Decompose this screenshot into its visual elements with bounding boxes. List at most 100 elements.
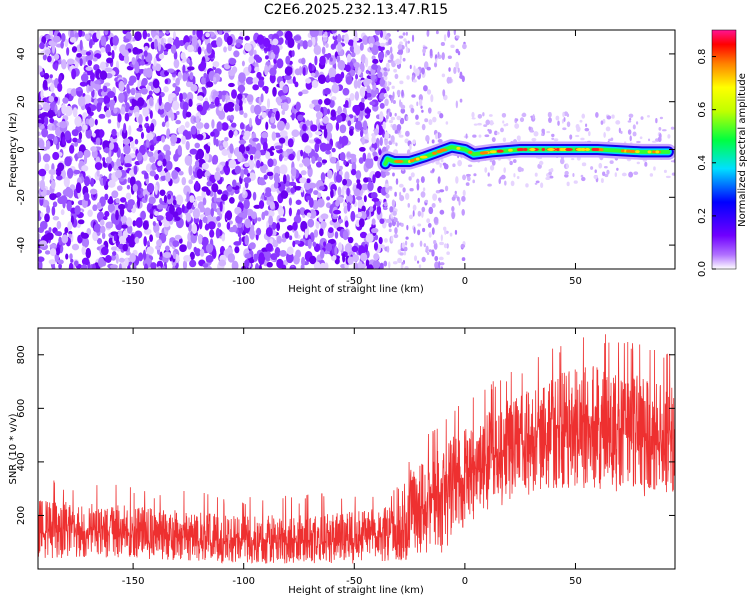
heatmap-cell	[128, 80, 134, 86]
carrier-peak	[523, 148, 528, 151]
heatmap-cell	[394, 191, 397, 197]
heatmap-cell	[349, 93, 355, 101]
heatmap-cell	[590, 166, 594, 170]
heatmap-cell	[399, 195, 405, 202]
heatmap-cell	[256, 142, 261, 152]
carrier-peak	[558, 148, 566, 151]
heatmap-cell	[318, 99, 323, 105]
heatmap-cell	[177, 71, 183, 81]
heatmap-cell	[172, 199, 177, 206]
heatmap-cell	[372, 58, 379, 64]
heatmap-cell	[253, 49, 257, 56]
heatmap-cell	[70, 88, 78, 97]
heatmap-cell	[132, 47, 139, 55]
heatmap-cell	[347, 39, 355, 46]
heatmap-cell	[422, 187, 426, 192]
heatmap-cell	[252, 191, 257, 201]
heatmap-cell	[285, 252, 294, 264]
snr-series	[38, 334, 675, 564]
heatmap-cell	[604, 173, 609, 178]
heatmap-cell	[52, 201, 58, 208]
heatmap-cell	[351, 155, 357, 165]
heatmap-cell	[501, 112, 507, 118]
heatmap-cell	[362, 35, 369, 45]
heatmap-cell	[353, 38, 358, 50]
heatmap-cell	[373, 155, 379, 162]
heatmap-cell	[297, 42, 301, 50]
heatmap-cell	[317, 192, 322, 199]
heatmap-cell	[269, 238, 274, 244]
spectrogram-xtick-label: 50	[569, 276, 582, 287]
heatmap-cell	[170, 44, 177, 54]
heatmap-cell	[203, 122, 210, 130]
heatmap-cell	[433, 239, 437, 245]
heatmap-cell	[291, 129, 300, 138]
heatmap-cell	[278, 217, 287, 223]
heatmap-cell	[584, 127, 590, 132]
heatmap-cell	[371, 197, 380, 202]
spectrogram-ytick-label: -20	[16, 189, 27, 205]
heatmap-cell	[557, 120, 560, 126]
heatmap-cell	[446, 251, 450, 256]
heatmap-cell	[155, 231, 160, 238]
heatmap-cell	[455, 48, 459, 54]
heatmap-cell	[503, 123, 507, 127]
heatmap-cell	[58, 236, 62, 246]
heatmap-cell	[83, 192, 90, 201]
heatmap-cell	[335, 121, 340, 131]
heatmap-cell	[103, 216, 108, 221]
heatmap-cell	[71, 68, 77, 80]
heatmap-cell	[239, 122, 245, 130]
heatmap-cell	[149, 122, 155, 133]
snr-xtick-label: -150	[122, 576, 145, 587]
heatmap-cell	[454, 190, 457, 195]
heatmap-cell	[471, 111, 475, 118]
heatmap-cell	[440, 266, 444, 269]
heatmap-cell	[535, 180, 540, 184]
heatmap-cell	[320, 249, 325, 259]
heatmap-cell	[338, 165, 343, 171]
heatmap-cell	[158, 53, 165, 60]
heatmap-cell	[146, 182, 155, 193]
heatmap-cell	[609, 160, 614, 165]
heatmap-cell	[305, 77, 312, 84]
heatmap-cell	[230, 122, 237, 128]
heatmap-cell	[335, 199, 340, 207]
heatmap-cell	[636, 140, 641, 144]
heatmap-cell	[443, 226, 447, 231]
heatmap-cell	[100, 225, 106, 234]
heatmap-cell	[130, 140, 135, 149]
heatmap-cell	[70, 258, 74, 263]
heatmap-cell	[378, 236, 383, 245]
heatmap-cell	[465, 133, 468, 139]
spectrogram-panel: -150 -100 -50 0 50 -40 -20 0 20 40 Height of stra…	[8, 29, 676, 295]
heatmap-cell	[237, 93, 243, 100]
heatmap-cell	[189, 195, 195, 203]
heatmap-cell	[379, 262, 384, 269]
heatmap-cell	[234, 206, 242, 215]
heatmap-cell	[201, 236, 209, 247]
heatmap-cell	[327, 169, 333, 179]
heatmap-cell	[218, 110, 226, 120]
heatmap-cell	[342, 87, 350, 96]
heatmap-cell	[173, 153, 179, 162]
heatmap-cell	[355, 170, 362, 180]
heatmap-cell	[283, 156, 288, 161]
heatmap-cell	[186, 57, 191, 64]
heatmap-cell	[369, 101, 376, 106]
carrier-peak	[489, 150, 497, 154]
heatmap-cell	[311, 99, 320, 105]
heatmap-cell	[157, 42, 161, 52]
heatmap-cell	[179, 92, 183, 103]
heatmap-cell	[138, 48, 143, 54]
heatmap-cell	[154, 210, 159, 216]
heatmap-cell	[64, 156, 72, 167]
heatmap-cell	[81, 237, 90, 248]
heatmap-cell	[164, 78, 169, 85]
heatmap-cell	[395, 178, 399, 185]
heatmap-cell	[94, 162, 103, 170]
heatmap-cell	[538, 160, 544, 166]
heatmap-cell	[175, 77, 180, 86]
heatmap-cell	[334, 245, 338, 256]
heatmap-cell	[439, 209, 445, 215]
